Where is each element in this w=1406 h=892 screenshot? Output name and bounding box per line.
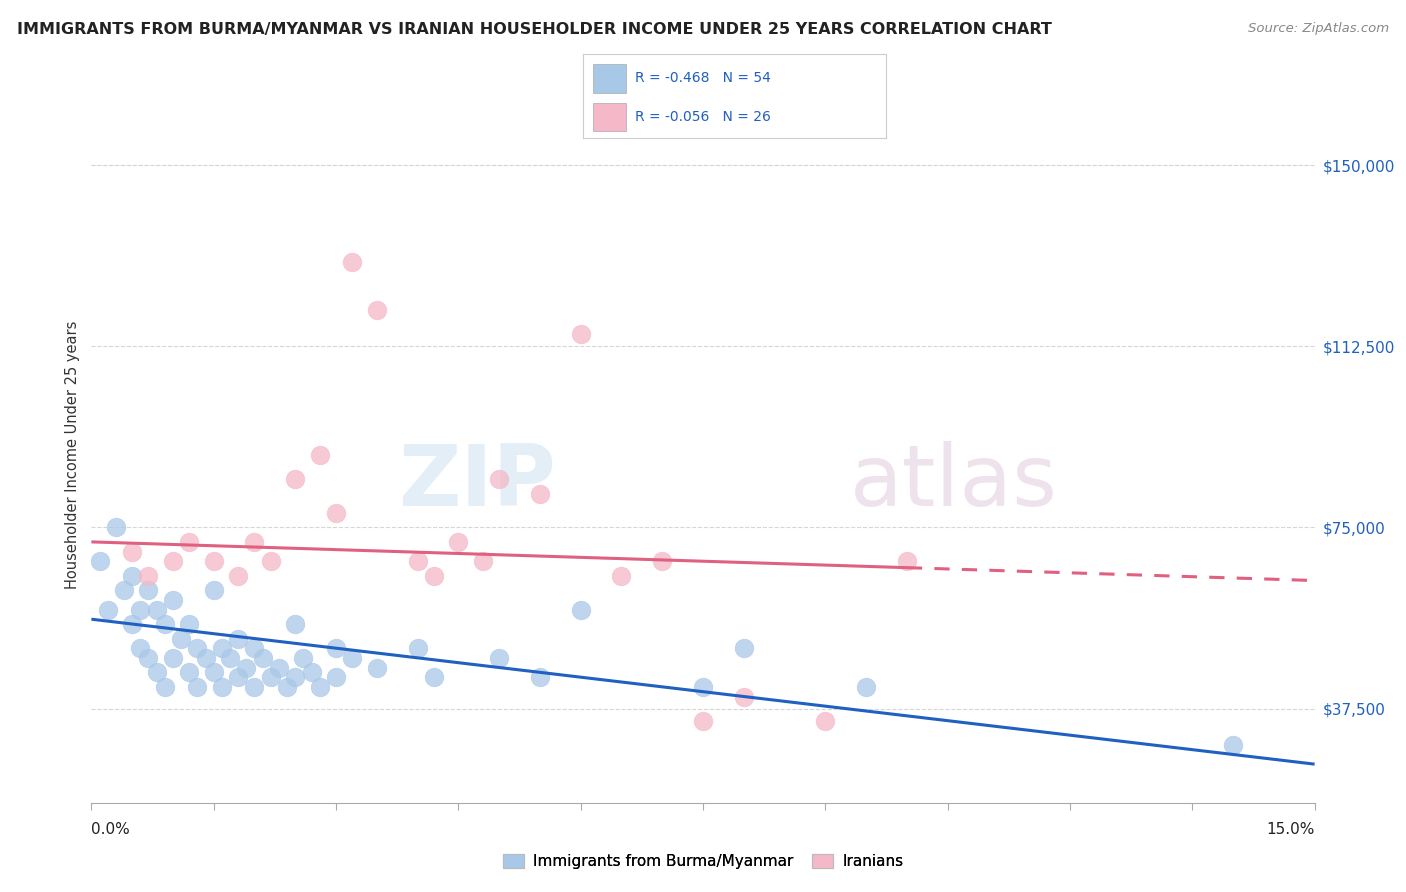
Point (284, 472, 307, 486)
Point (97, 602, 120, 616)
Point (194, 651, 217, 665)
Point (896, 554, 918, 568)
Point (202, 665, 225, 680)
Point (366, 303, 388, 318)
Point (488, 472, 510, 486)
Point (276, 680, 298, 694)
Point (308, 448, 330, 462)
Point (529, 670, 551, 684)
Point (308, 680, 330, 694)
Text: 15.0%: 15.0% (1267, 822, 1315, 837)
Point (325, 670, 347, 684)
Text: IMMIGRANTS FROM BURMA/MYANMAR VS IRANIAN HOUSEHOLDER INCOME UNDER 25 YEARS CORRE: IMMIGRANTS FROM BURMA/MYANMAR VS IRANIAN… (17, 22, 1052, 37)
Y-axis label: Householder Income Under 25 years: Householder Income Under 25 years (65, 321, 80, 589)
FancyBboxPatch shape (592, 103, 626, 131)
Point (235, 660, 257, 674)
Point (1222, 738, 1244, 752)
Point (226, 568, 249, 582)
Point (284, 617, 307, 632)
Point (301, 665, 323, 680)
Point (121, 544, 143, 558)
Text: 0.0%: 0.0% (91, 822, 131, 837)
Point (202, 583, 225, 598)
Point (179, 617, 201, 632)
Point (733, 641, 755, 656)
Point (260, 670, 283, 684)
Point (138, 568, 160, 582)
Point (325, 506, 347, 520)
Point (569, 327, 592, 342)
Point (243, 680, 266, 694)
Legend: Immigrants from Burma/Myanmar, Iranians: Immigrants from Burma/Myanmar, Iranians (496, 847, 910, 875)
Point (267, 660, 290, 674)
Point (488, 651, 510, 665)
Point (610, 568, 633, 582)
Point (733, 690, 755, 704)
Point (162, 592, 184, 607)
Point (211, 680, 233, 694)
Point (342, 651, 364, 665)
Point (121, 568, 143, 582)
Point (569, 602, 592, 616)
Point (342, 254, 364, 268)
Text: ZIP: ZIP (398, 442, 557, 524)
Point (855, 680, 877, 694)
FancyBboxPatch shape (592, 63, 626, 93)
Point (138, 651, 160, 665)
Point (406, 641, 429, 656)
Point (814, 714, 837, 728)
Point (252, 651, 274, 665)
Point (145, 665, 167, 680)
Point (243, 641, 266, 656)
Text: R = -0.468   N = 54: R = -0.468 N = 54 (636, 71, 770, 85)
Point (211, 641, 233, 656)
Point (692, 714, 714, 728)
Point (121, 617, 143, 632)
Point (170, 632, 193, 646)
Point (104, 520, 127, 534)
Point (162, 651, 184, 665)
Point (129, 641, 152, 656)
Point (129, 602, 152, 616)
Point (692, 680, 714, 694)
Point (423, 670, 446, 684)
Point (366, 660, 388, 674)
Point (423, 568, 446, 582)
Point (260, 554, 283, 568)
Point (179, 534, 201, 549)
Point (186, 680, 208, 694)
Point (226, 670, 249, 684)
Point (447, 534, 470, 549)
Point (153, 617, 176, 632)
Point (226, 632, 249, 646)
Point (219, 651, 242, 665)
Point (162, 554, 184, 568)
Point (284, 670, 307, 684)
Point (153, 680, 176, 694)
Point (651, 554, 673, 568)
Point (112, 583, 135, 598)
Point (89, 554, 111, 568)
Point (138, 583, 160, 598)
Point (406, 554, 429, 568)
Point (186, 641, 208, 656)
Text: Source: ZipAtlas.com: Source: ZipAtlas.com (1249, 22, 1389, 36)
Point (145, 602, 167, 616)
Point (292, 651, 315, 665)
Point (529, 486, 551, 500)
Point (202, 554, 225, 568)
Point (471, 554, 494, 568)
Text: atlas: atlas (849, 442, 1057, 524)
Point (325, 641, 347, 656)
Point (243, 534, 266, 549)
Text: R = -0.056   N = 26: R = -0.056 N = 26 (636, 110, 770, 124)
Point (179, 665, 201, 680)
